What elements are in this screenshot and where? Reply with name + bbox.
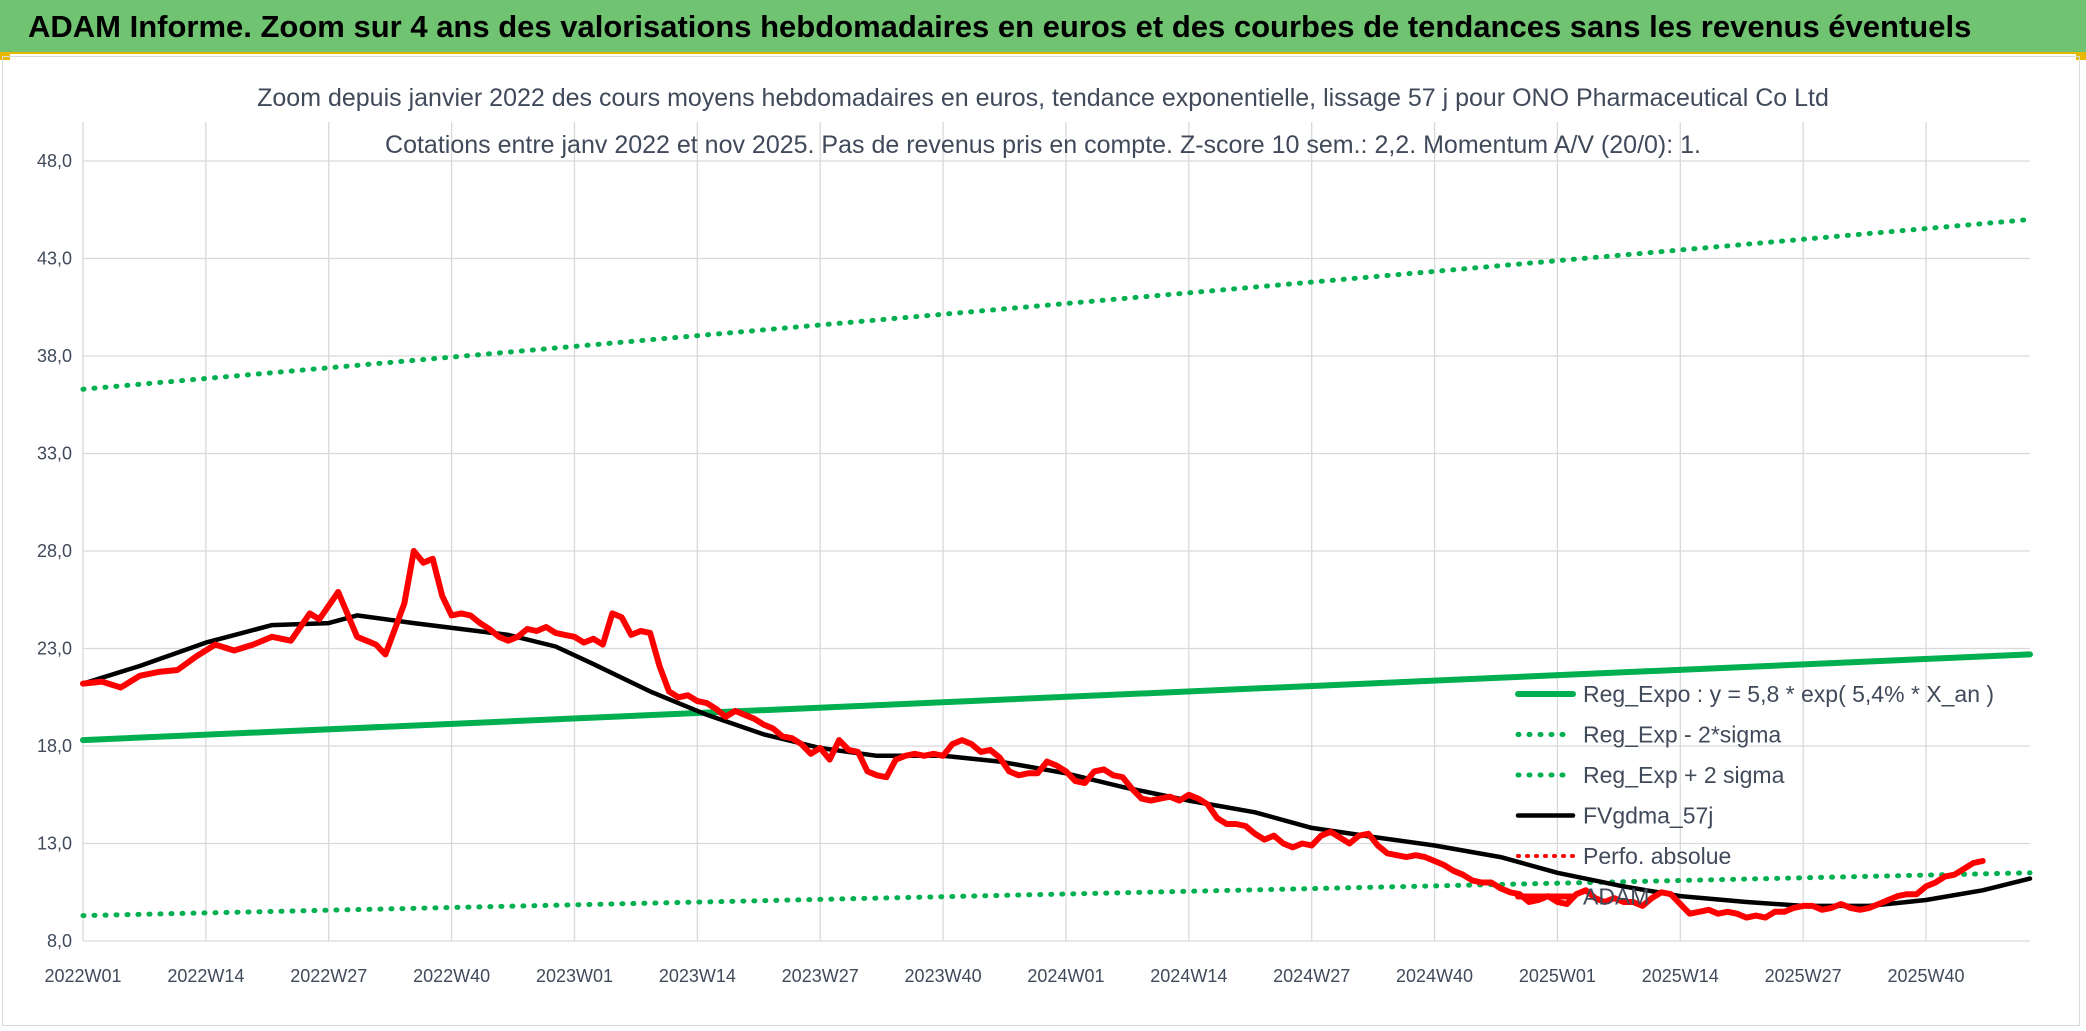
x-tick-label: 2023W27	[782, 966, 859, 986]
adam-line	[80, 548, 1986, 921]
legend-label: ADAM	[1583, 884, 1649, 910]
y-tick-label: 18,0	[37, 736, 72, 756]
legend: Reg_Expo : y = 5,8 * exp( 5,4% * X_an ) R…	[1515, 681, 1994, 910]
x-tick-label: 2023W14	[659, 966, 736, 986]
corner-mark-left	[0, 54, 10, 60]
x-tick-label: 2022W40	[413, 966, 490, 986]
upper-band-line	[80, 217, 2033, 392]
x-tick-label: 2024W40	[1396, 966, 1473, 986]
y-tick-label: 28,0	[37, 541, 72, 561]
x-tick-label: 2022W27	[290, 966, 367, 986]
legend-label: Reg_Expo : y = 5,8 * exp( 5,4% * X_an )	[1583, 681, 1994, 707]
series-layer	[80, 217, 2033, 921]
x-tick-label: 2025W27	[1765, 966, 1842, 986]
trend-line	[80, 651, 2033, 744]
y-tick-label: 38,0	[37, 346, 72, 366]
x-tick-label: 2022W14	[167, 966, 244, 986]
x-tick-label: 2024W27	[1273, 966, 1350, 986]
y-tick-label: 48,0	[37, 151, 72, 171]
x-tick-label: 2022W01	[44, 966, 121, 986]
legend-label: FVgdma_57j	[1583, 803, 1713, 829]
x-tick-label: 2023W01	[536, 966, 613, 986]
x-tick-label: 2025W14	[1642, 966, 1719, 986]
legend-label: Reg_Exp - 2*sigma	[1583, 722, 1781, 748]
chart-subtitle: Cotations entre janv 2022 et nov 2025. P…	[385, 131, 1701, 159]
y-tick-label: 13,0	[37, 834, 72, 854]
y-tick-label: 23,0	[37, 639, 72, 659]
y-tick-label: 33,0	[37, 444, 72, 464]
grid-layer	[82, 122, 2030, 942]
legend-label: Reg_Exp + 2 sigma	[1583, 762, 1785, 788]
fv-line	[80, 613, 2033, 909]
chart-frame	[2, 56, 2080, 1026]
lower-band-line	[80, 870, 2033, 919]
x-tick-label: 2025W01	[1519, 966, 1596, 986]
corner-mark-right	[2076, 54, 2086, 60]
report-banner: ADAM Informe. Zoom sur 4 ans des valoris…	[0, 0, 2086, 54]
legend-label: Perfo. absolue	[1583, 843, 1731, 869]
x-tick-label: 2025W40	[1888, 966, 1965, 986]
x-tick-label: 2023W40	[905, 966, 982, 986]
report-title: ADAM Informe. Zoom sur 4 ans des valoris…	[28, 9, 1972, 44]
y-tick-label: 43,0	[37, 249, 72, 269]
y-tick-label: 8,0	[47, 931, 72, 951]
chart-title: Zoom depuis janvier 2022 des cours moyen…	[257, 84, 1829, 112]
tick-layer: 8,0 13,0 18,0 23,0 28,0 33,0 38,0 43,0 48,0 2022W…	[37, 151, 1965, 986]
x-tick-label: 2024W14	[1150, 966, 1227, 986]
x-tick-label: 2024W01	[1027, 966, 1104, 986]
